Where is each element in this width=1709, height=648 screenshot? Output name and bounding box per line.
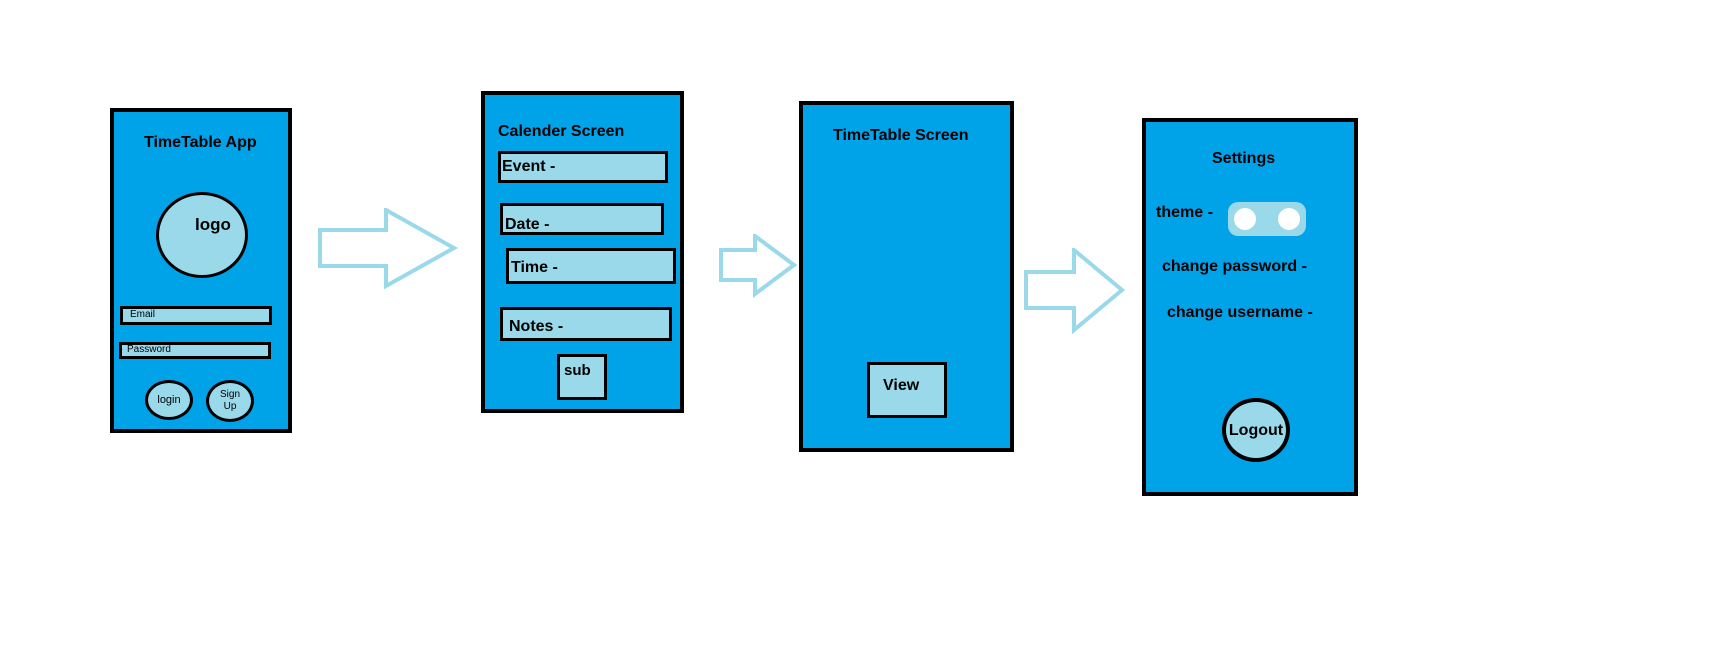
signup-button[interactable]: Sign Up (206, 380, 254, 422)
email-field[interactable]: Email (120, 306, 272, 325)
event-label: Event - (502, 158, 556, 175)
logo: logo (156, 192, 248, 278)
logout-button[interactable]: Logout (1222, 398, 1290, 462)
signup-button-label-line2: Up (223, 401, 237, 412)
login-button-label: login (157, 394, 181, 406)
login-button[interactable]: login (145, 380, 193, 420)
theme-toggle[interactable] (1228, 202, 1306, 236)
theme-toggle-knob-right (1278, 208, 1300, 230)
change-username-label[interactable]: change username - (1167, 304, 1313, 321)
timetable-screen-title: TimeTable Screen (833, 127, 969, 144)
calendar-screen-title: Calender Screen (498, 123, 625, 140)
flow-arrow-1 (318, 208, 458, 290)
change-password-label[interactable]: change password - (1162, 258, 1307, 275)
view-button-label: View (883, 377, 920, 394)
settings-screen-title: Settings (1212, 150, 1276, 167)
password-placeholder: Password (127, 344, 171, 355)
timetable-screen: TimeTable Screen View (799, 101, 1014, 452)
flow-arrow-3 (1024, 248, 1126, 334)
signup-button-label-line1: Sign (219, 389, 240, 400)
date-field[interactable]: Date - (500, 203, 664, 235)
submit-button[interactable]: sub (557, 354, 607, 400)
settings-screen: Settings theme - change password - chang… (1142, 118, 1358, 496)
calendar-screen: Calender Screen Event - Date - Time - No… (481, 91, 684, 413)
login-screen: TimeTable App logo Email Password login … (110, 108, 292, 433)
password-field[interactable]: Password (119, 342, 271, 359)
date-label: Date - (505, 216, 550, 233)
login-screen-title: TimeTable App (144, 134, 257, 151)
notes-field[interactable]: Notes - (500, 307, 672, 341)
view-button[interactable]: View (867, 362, 947, 418)
time-label: Time - (511, 259, 558, 276)
event-field[interactable]: Event - (498, 151, 668, 183)
submit-button-label: sub (564, 362, 591, 379)
logout-button-label: Logout (1228, 422, 1284, 439)
theme-toggle-knob-left (1234, 208, 1256, 230)
theme-label: theme - (1156, 204, 1213, 221)
flow-arrow-2 (719, 234, 798, 298)
email-placeholder: Email (130, 309, 156, 320)
logo-text: logo (195, 215, 231, 234)
time-field[interactable]: Time - (506, 248, 676, 284)
notes-label: Notes - (509, 318, 564, 335)
